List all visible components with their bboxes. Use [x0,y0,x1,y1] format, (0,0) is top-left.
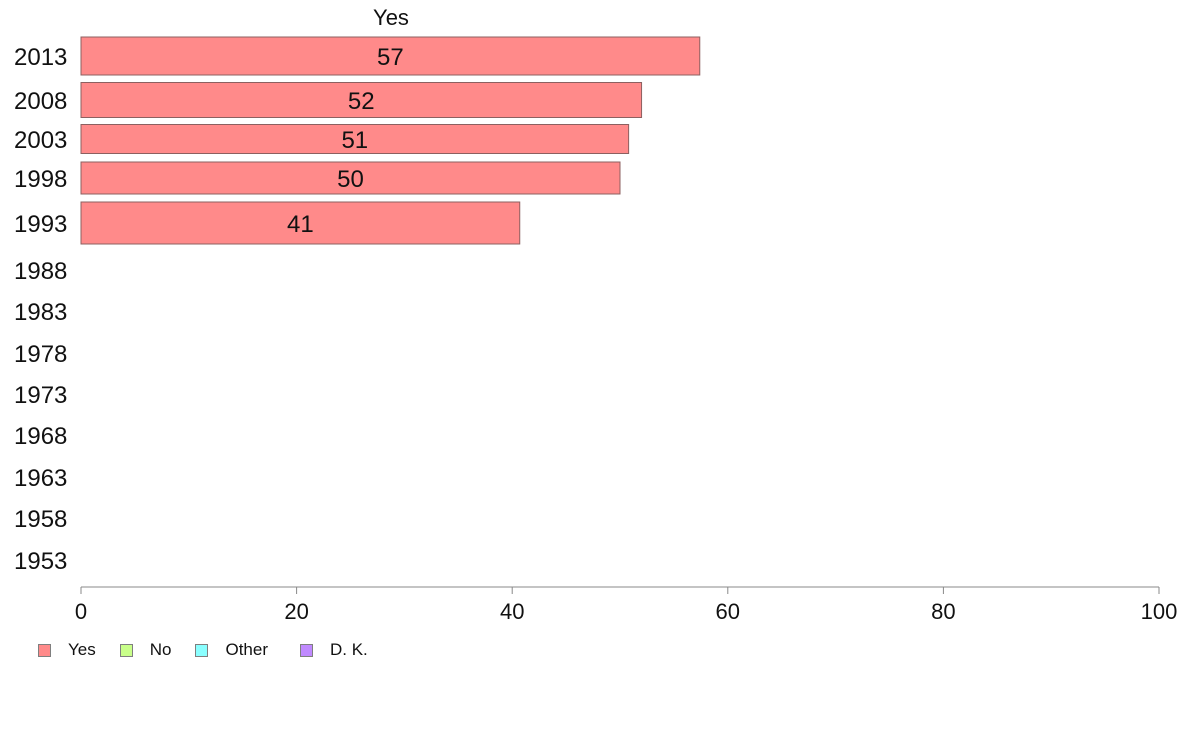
legend-swatch-yes [38,643,51,657]
legend-label-yes: Yes [68,640,96,659]
legend-label-no: No [149,640,172,659]
bar-2003 [80,124,630,154]
bar-1998 [80,161,621,195]
value-label-1993: 41 [287,211,314,238]
legend-label-other: Other [225,640,268,659]
x-tick-label-100: 100 [1141,599,1178,624]
legend-item-no: No [119,640,172,660]
legend-swatch-dk [300,643,313,657]
year-label-1988: 1988 [14,258,67,285]
bar-2008 [80,82,643,118]
legend-swatch-no [119,643,133,657]
legend-swatch-other [195,643,209,657]
value-label-1998: 50 [337,166,364,193]
bar-2013 [80,36,701,76]
year-label-1963: 1963 [14,465,67,492]
year-label-2003: 2003 [14,127,67,154]
value-label-2008: 52 [348,88,375,115]
year-label-2008: 2008 [14,88,67,115]
x-tick-label-60: 60 [716,599,740,624]
legend: Yes No Other D. K. [38,640,392,660]
year-label-1968: 1968 [14,423,67,450]
year-label-1958: 1958 [14,506,67,533]
legend-item-other: Other [195,640,268,660]
year-label-1993: 1993 [14,211,67,238]
legend-item-yes: Yes [38,640,96,660]
value-label-2003: 51 [341,127,368,154]
year-label-1998: 1998 [14,166,67,193]
x-tick-label-0: 0 [75,599,87,624]
legend-item-dk: D. K. [300,640,368,660]
x-tick-label-80: 80 [931,599,955,624]
bar-1993 [80,201,521,245]
x-tick-label-20: 20 [284,599,308,624]
x-tick-label-40: 40 [500,599,524,624]
value-label-2013: 57 [377,44,404,71]
series-header: Yes [373,5,409,30]
year-label-2013: 2013 [14,44,67,71]
year-label-1978: 1978 [14,341,67,368]
legend-label-dk: D. K. [330,640,368,659]
year-label-1983: 1983 [14,299,67,326]
year-label-1973: 1973 [14,382,67,409]
year-label-1953: 1953 [14,548,67,575]
